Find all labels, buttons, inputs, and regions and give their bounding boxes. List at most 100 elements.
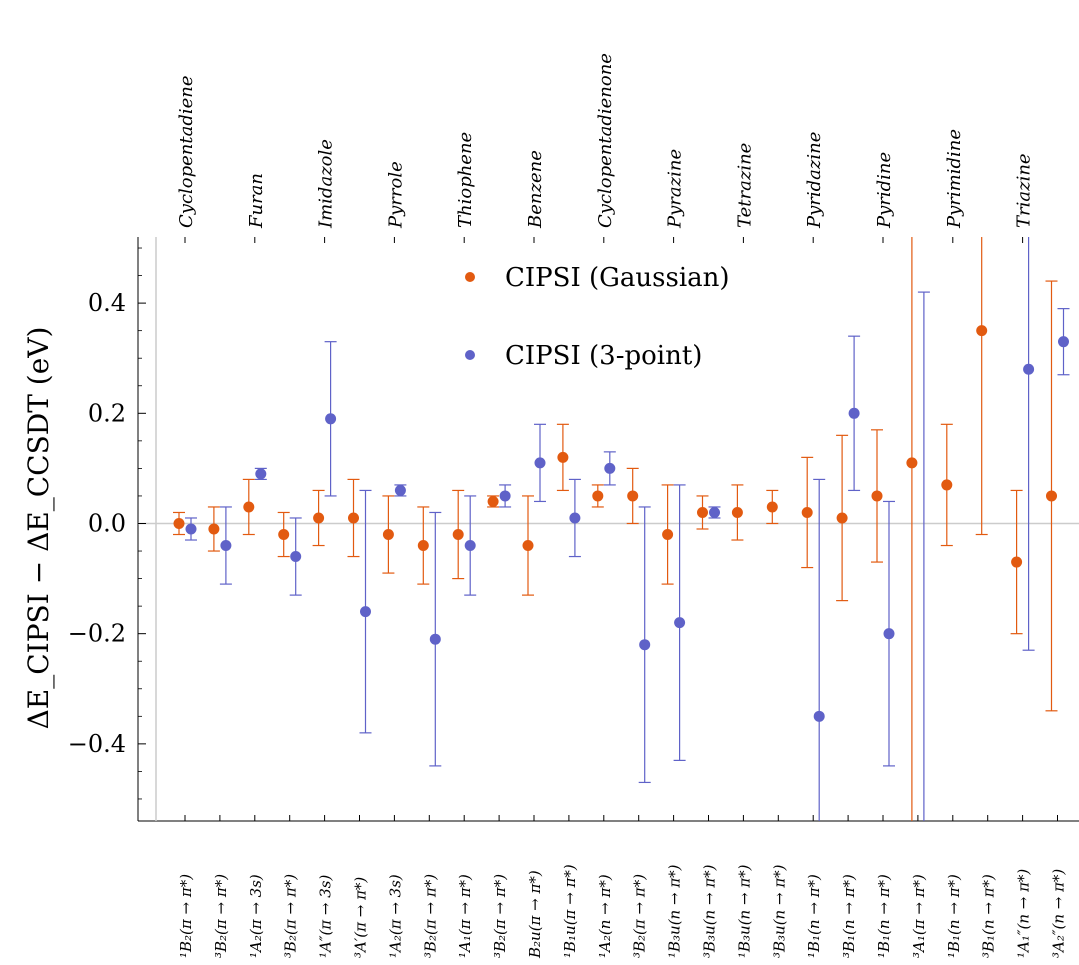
data-point [976,325,988,337]
data-point [499,490,511,502]
data-point [801,506,813,518]
data-point [709,506,720,518]
y-tick-label: −0.2 [68,620,126,648]
molecule-label: Pyrazine [665,149,686,229]
molecule-label: Pyridine [874,152,895,229]
molecule-label: Pyrimidine [944,129,965,229]
data-point [173,517,185,529]
data-point [766,501,778,513]
series-gaussian [173,237,1058,821]
transition-label: ³B₃u(n → π*) [701,864,719,958]
molecule-label: Pyridazine [804,132,825,229]
data-point [883,628,895,640]
molecule-labels: Cyclopentadiene Furan Imidazole Pyrrole Thio… [176,53,1035,243]
data-point [452,529,464,541]
transition-label: ³B₂(π → π*) [631,874,649,958]
data-point [382,529,394,541]
data-point [313,512,325,524]
data-point [941,479,953,491]
data-point [1046,490,1057,502]
data-point [906,457,918,469]
transition-label: ¹B₃u(n → π*) [735,864,753,958]
data-point [592,490,604,502]
legend-marker [465,272,475,282]
y-tick-label: −0.4 [68,730,126,758]
transition-label: ¹A₂(n → π*) [596,874,614,958]
transition-label: ³A₁(π → π*) [910,874,928,958]
data-marks [173,237,1070,821]
molecule-label: Benzene [525,150,546,229]
data-point [220,540,232,552]
data-point [569,512,581,524]
data-point [871,490,883,502]
transition-label: ¹B₃u(n → π*) [666,864,684,958]
transition-label: ³B₁(n → π*) [980,874,998,958]
data-point [731,506,743,518]
data-point [639,639,651,651]
data-point [278,529,290,541]
transition-label: ³B₂(π → π*) [421,874,439,958]
data-point [487,495,499,507]
transition-label: ¹B₁(n → π*) [805,874,823,958]
molecule-label: Thiophene [455,132,476,228]
data-point [429,633,441,645]
transition-labels: ¹B₂(π → π*) ³B₂(π → π*) ¹A₂(π → 3s) ³B₂(π →… [177,815,1068,959]
molecule-label: Cyclopentadienone [595,53,616,228]
data-point [604,462,616,474]
data-point [1011,556,1023,568]
legend-marker [465,350,475,360]
transition-label: ³B₃u(n → π*) [770,864,788,958]
transition-label: ¹A₁″(n → π*) [1015,869,1033,958]
transition-label: ³B₁(n → π*) [840,874,858,958]
data-point [464,540,476,552]
y-tick-label: 0.4 [88,289,126,317]
transition-label: ¹B₁(n → π*) [945,874,963,958]
data-point [208,523,220,535]
transition-label: B₂u(π → π*) [526,870,544,959]
data-point [697,506,708,518]
molecule-label: Furan [246,173,267,229]
data-point [325,413,337,425]
data-point [1058,336,1069,348]
legend-label: CIPSI (3-point) [505,341,702,371]
molecule-label: Imidazole [316,139,337,229]
transition-label: ¹A₁(π → π*) [456,874,474,958]
series-3-point [185,237,1070,821]
data-point [290,551,302,563]
transition-label: ¹B₁u(π → π*) [561,864,579,958]
data-point [534,457,546,469]
transition-label: ¹A₂(π → 3s) [247,874,265,958]
molecule-label: Cyclopentadiene [176,75,197,228]
data-point [1023,363,1035,375]
transition-label: ¹A₂(π → 3s) [386,874,404,958]
transition-label: ¹B₁(n → π*) [875,874,893,958]
molecule-label: Tetrazine [734,143,755,228]
data-point [360,606,371,618]
legend: CIPSI (Gaussian) CIPSI (3-point) [465,263,730,371]
plot-frame [137,237,1079,822]
transition-label: ³A′(π → π*) [352,877,370,958]
data-point [813,710,825,722]
data-point [522,540,534,552]
transition-label: ³B₂(π → π*) [491,874,509,958]
transition-label: ¹A″(π → 3s) [317,874,335,958]
data-point [417,540,429,552]
y-axis-label: ΔE_CIPSI − ΔE_CCSDT (eV) [22,327,55,730]
data-point [394,484,406,496]
data-point [674,617,686,629]
data-point [185,523,197,535]
data-point [662,529,674,541]
y-tick-label: 0.0 [88,509,126,537]
legend-label: CIPSI (Gaussian) [505,263,730,293]
data-point [848,407,860,419]
y-axis: −0.4 −0.2 0.0 0.2 0.4 [68,247,146,800]
transition-label: ³B₂(π → π*) [282,874,300,958]
transition-label: ³A₂″(n → π*) [1050,869,1068,958]
data-point [557,451,569,463]
transition-label: ³B₂(π → π*) [212,874,230,958]
y-tick-label: 0.2 [88,399,126,427]
data-point [243,501,255,513]
data-point [836,512,848,524]
molecule-label: Triazine [1014,153,1035,228]
